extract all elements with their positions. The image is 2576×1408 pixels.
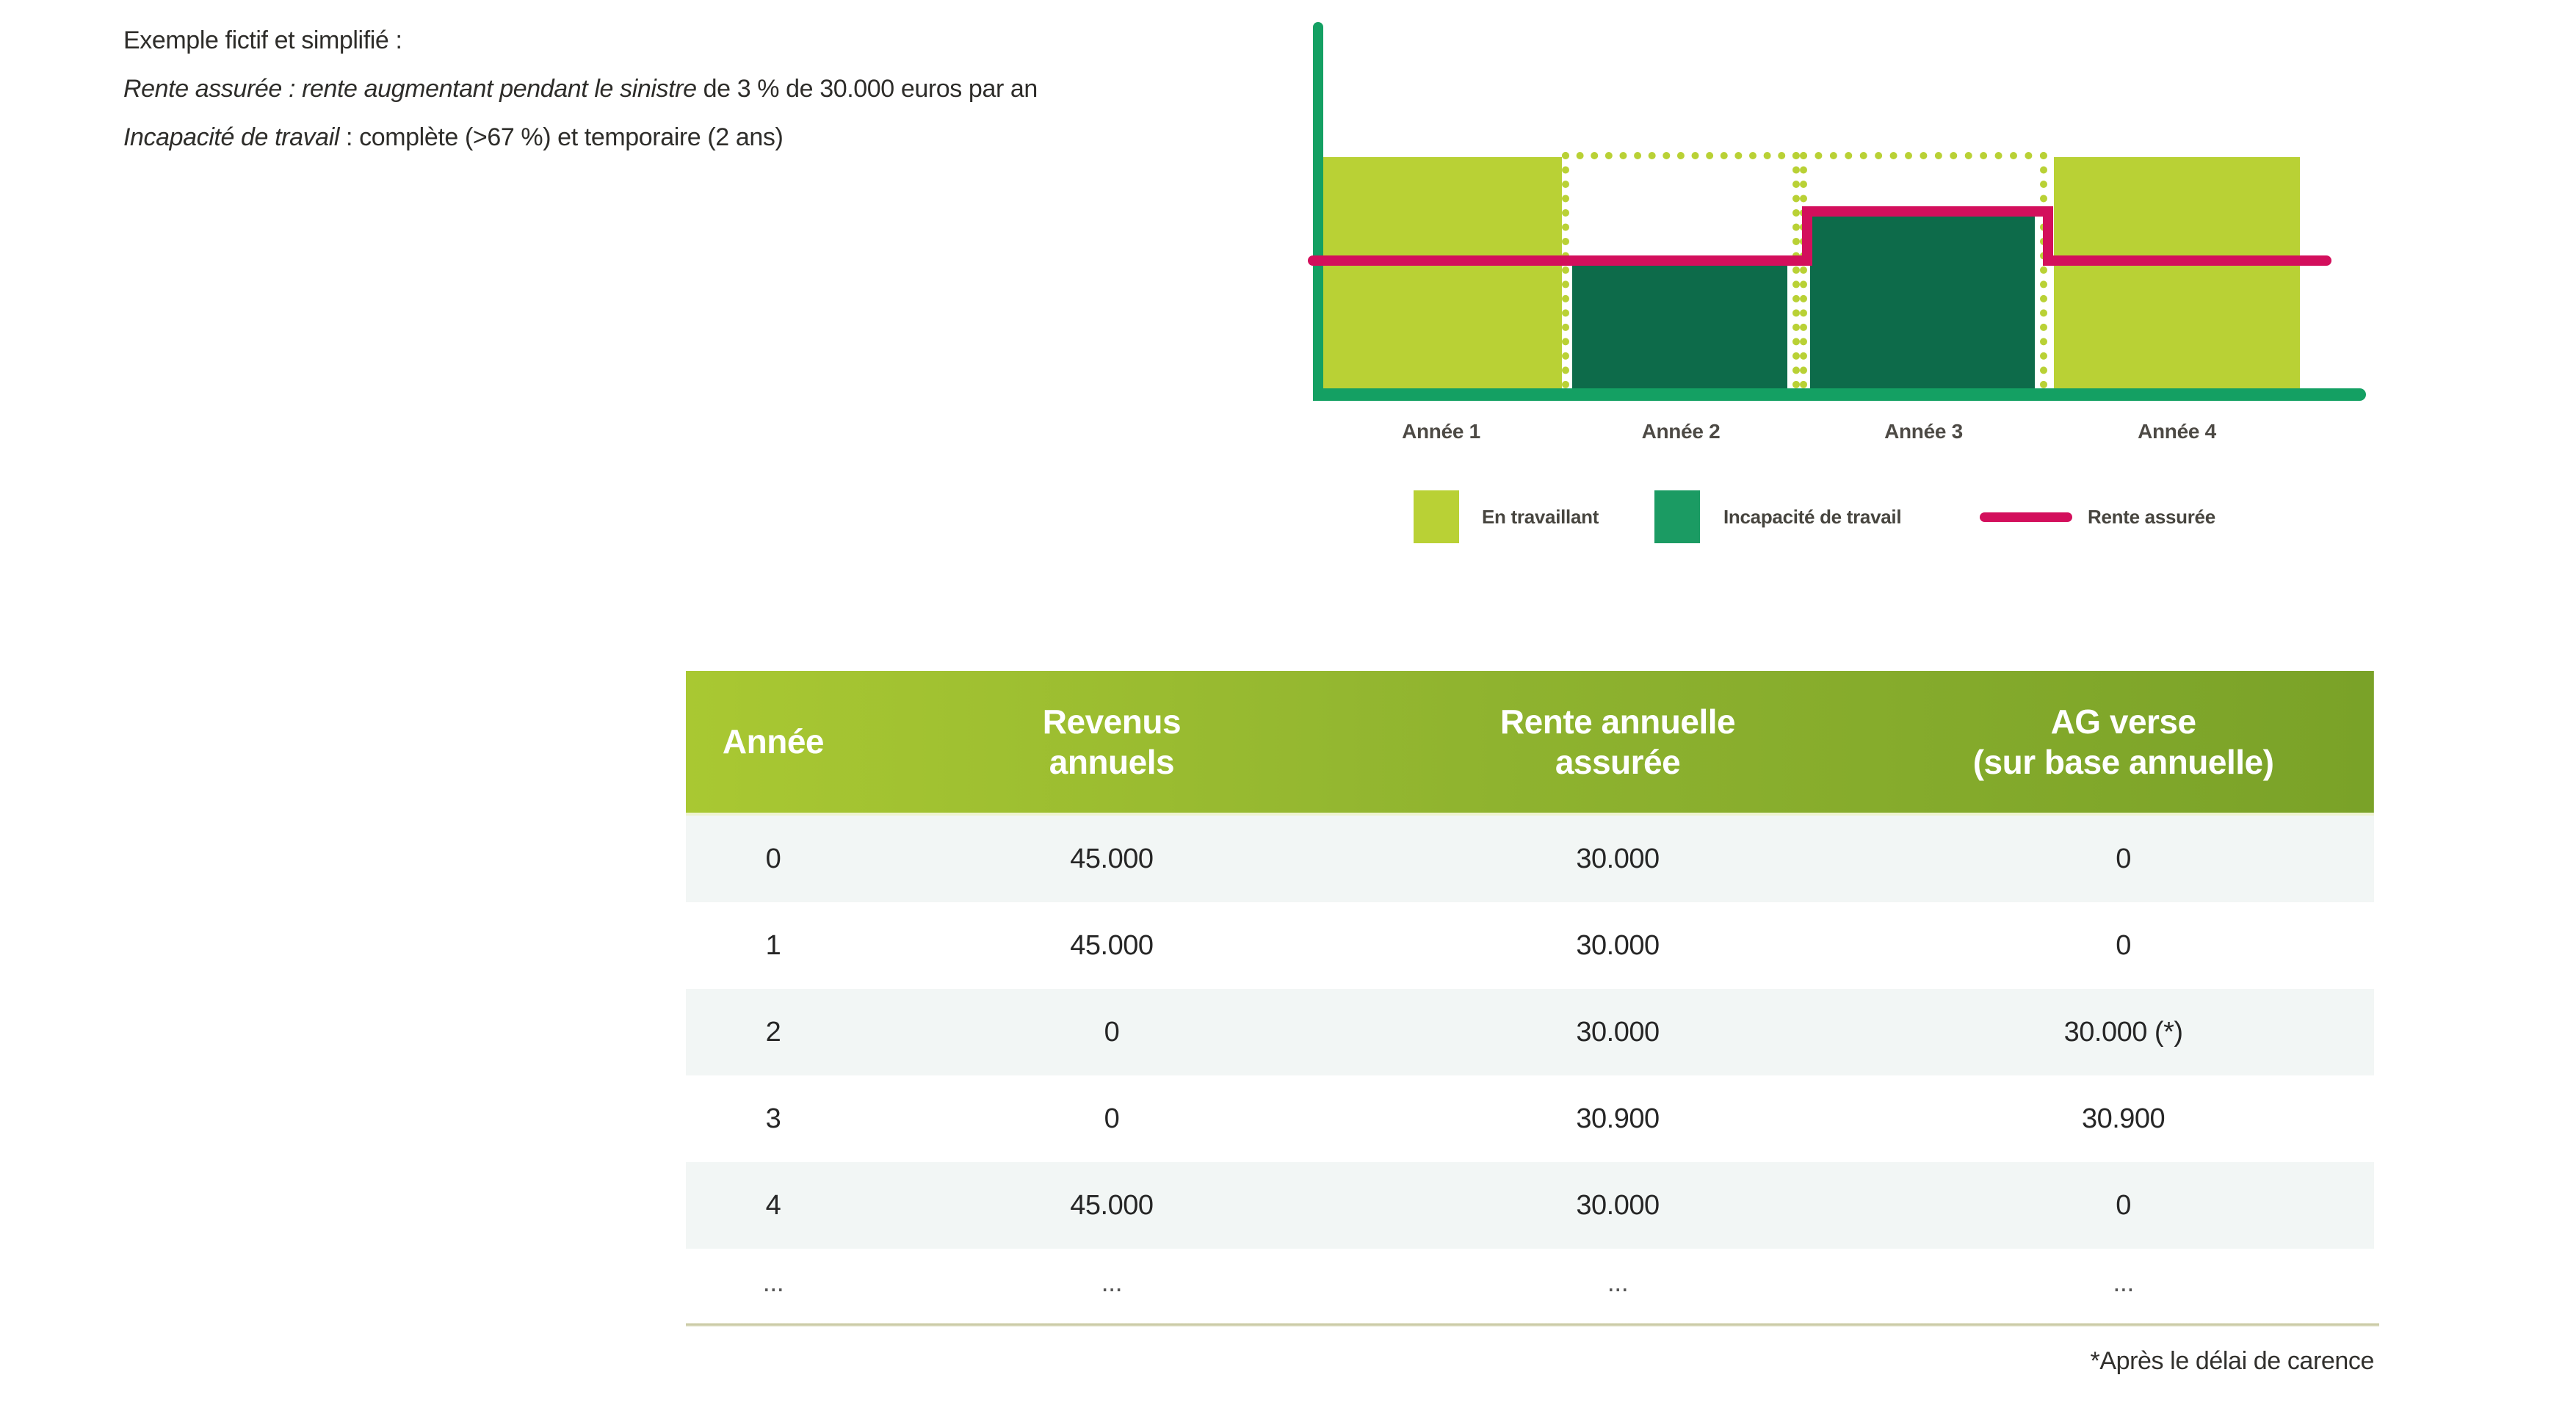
table-cell-r5-c2: ... xyxy=(1607,1267,1629,1297)
dotted-outline-3 xyxy=(1800,152,2047,388)
legend-label-incapacity: Incapacité de travail xyxy=(1723,506,1902,528)
header-revenus-line1: Revenus xyxy=(1042,702,1182,741)
table-header: Année Revenus annuels Rente annuelle ass… xyxy=(686,671,2374,816)
rente-line-path xyxy=(1308,206,2331,266)
table-row-5: ............ xyxy=(686,1249,2374,1316)
x-axis-label-4: Année 4 xyxy=(2138,420,2216,443)
header-revenus: Revenus annuels xyxy=(860,671,1363,816)
header-annee: Année xyxy=(686,671,861,816)
legend-label-working: En travaillant xyxy=(1482,506,1599,528)
table-row-3: 3 0 30.900 30.900 xyxy=(686,1075,2374,1162)
working-bar-4 xyxy=(2054,157,2300,388)
footnote-separator xyxy=(686,1323,2379,1327)
table-cell-r1-c1: 45.000 xyxy=(1070,929,1154,961)
table-cell-r0-c1: 45.000 xyxy=(1070,843,1154,874)
x-axis-label-2: Année 2 xyxy=(1641,420,1721,443)
table-row-1: 1 45.000 30.000 0 xyxy=(686,902,2374,989)
incapacity-bar-2 xyxy=(1572,266,1787,388)
table-cell-r2-c3: 30.000 (*) xyxy=(2063,1016,2183,1048)
table-body: 0 45.000 30.000 0 1 45.000 30.000 0 2 0 30.000 30.0… xyxy=(686,814,2374,1316)
x-axis xyxy=(1313,388,2366,401)
intro-line-1: Exemple fictif et simplifié : xyxy=(123,16,1313,65)
incapacity-bar-3 xyxy=(1810,217,2035,388)
header-rente-line1: Rente annuelle xyxy=(1499,702,1736,741)
table-cell-r3-c3: 30.900 xyxy=(2081,1103,2166,1134)
table-row-2: 2 0 30.000 30.000 (*) xyxy=(686,989,2374,1075)
intro-line-3-regular: : complète (>67 %) et temporaire (2 ans) xyxy=(339,123,784,151)
table-cell-r1-c3: 0 xyxy=(2116,929,2131,961)
table-cell-r5-c1: ... xyxy=(1101,1267,1123,1297)
table-cell-r2-c0: 2 xyxy=(765,1016,781,1048)
table-cell-r3-c2: 30.900 xyxy=(1576,1103,1660,1134)
y-axis xyxy=(1313,22,1323,401)
table-cell-r3-c1: 0 xyxy=(1104,1103,1120,1134)
table-row-4: 4 45.000 30.000 0 xyxy=(686,1162,2374,1249)
table-cell-r0-c2: 30.000 xyxy=(1576,843,1660,874)
table-cell-r5-c0: ... xyxy=(762,1267,784,1297)
table-cell-r4-c1: 45.000 xyxy=(1070,1189,1154,1221)
data-table: Année Revenus annuels Rente annuelle ass… xyxy=(686,671,2374,1316)
header-rente-line2: assurée xyxy=(1555,742,1681,781)
header-ag-verse-line1: AG verse xyxy=(2050,702,2197,741)
table-header-row: Année Revenus annuels Rente annuelle ass… xyxy=(686,671,2374,816)
rente-line xyxy=(1308,206,2331,266)
legend-label-rente: Rente assurée xyxy=(2088,506,2215,528)
x-axis-label-3: Année 3 xyxy=(1884,420,1963,443)
table-cell-r1-c0: 1 xyxy=(765,929,781,961)
table-cell-r2-c2: 30.000 xyxy=(1576,1016,1660,1048)
table-cell-r5-c3: ... xyxy=(2113,1267,2134,1297)
intro-line-3: Incapacité de travail : complète (>67 %)… xyxy=(123,113,1313,162)
header-ag-verse-line2: (sur base annuelle) xyxy=(1972,742,2274,781)
chart: Année 1 Année 2 Année 3 Année 4 xyxy=(1307,15,2379,485)
table-cell-r1-c2: 30.000 xyxy=(1576,929,1660,961)
header-annee-line1: Année xyxy=(722,722,825,761)
x-axis-label-1: Année 1 xyxy=(1402,420,1480,443)
table-cell-r0-c3: 0 xyxy=(2116,843,2131,874)
intro-line-1-text: Exemple fictif et simplifié : xyxy=(123,26,402,54)
legend-swatch-working xyxy=(1414,490,1459,543)
table-cell-r4-c0: 4 xyxy=(765,1189,781,1221)
table-cell-r0-c0: 0 xyxy=(765,843,781,874)
legend-swatch-incapacity xyxy=(1654,490,1700,543)
intro-line-3-italic: Incapacité de travail xyxy=(123,123,339,151)
table: Année Revenus annuels Rente annuelle ass… xyxy=(686,671,2374,1316)
intro-text: Exemple fictif et simplifié : Rente assu… xyxy=(123,16,1313,162)
table-cell-r4-c3: 0 xyxy=(2116,1189,2131,1221)
intro-line-2: Rente assurée : rente augmentant pendant… xyxy=(123,65,1313,113)
header-ag-verse: AG verse (sur base annuelle) xyxy=(1873,671,2374,816)
table-cell-r3-c0: 3 xyxy=(765,1103,781,1134)
intro-line-2-regular: de 3 % de 30.000 euros par an xyxy=(696,75,1038,103)
header-rente: Rente annuelle assurée xyxy=(1362,671,1873,816)
header-revenus-line2: annuels xyxy=(1049,742,1175,781)
table-row-0: 0 45.000 30.000 0 xyxy=(686,814,2374,902)
footnote: *Après le délai de carence xyxy=(2090,1347,2374,1375)
dotted-outline-2 xyxy=(1562,152,1800,388)
table-cell-r4-c2: 30.000 xyxy=(1576,1189,1660,1221)
working-bar-1 xyxy=(1320,157,1562,388)
legend-line-rente xyxy=(1980,512,2072,522)
intro-line-2-italic: Rente assurée : rente augmentant pendant… xyxy=(123,75,697,103)
table-cell-r2-c1: 0 xyxy=(1104,1016,1120,1048)
